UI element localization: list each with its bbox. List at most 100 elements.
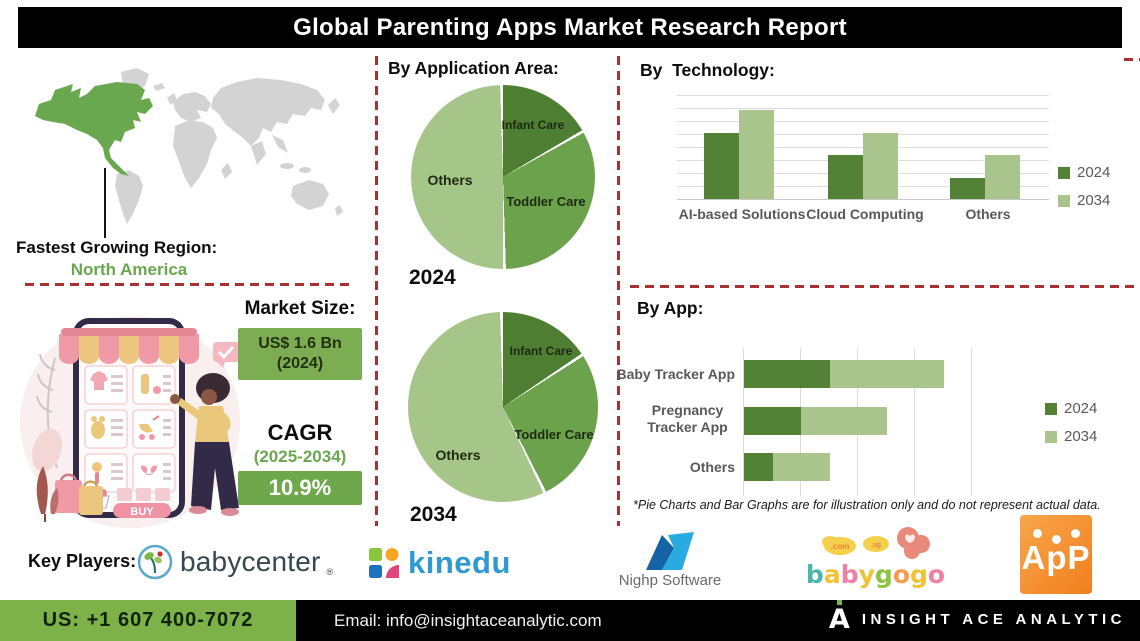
insight-ace-brand-name: INSIGHT ACE ANALYTIC [861,611,1126,628]
pie-chart-2024-labels: Infant Care Toddler Care Others [411,85,595,269]
segment-2024-others [744,453,773,481]
legend-swatch-2034 [1058,194,1070,207]
divider-horizontal-left [25,283,355,286]
bar-2024-ai [704,133,739,199]
segment-2034-others [773,453,830,481]
babycenter-registered-mark: ® [326,567,334,577]
legend-item-2034: 2034 [1045,428,1097,445]
nighp-icon [646,532,694,570]
kinedu-icon [369,548,399,578]
bar-2024-others [950,178,985,199]
babygogo-cloud1-text: .com [831,542,850,551]
logo-app: ApP [1020,515,1092,594]
world-map [35,68,343,224]
legend-label-2034: 2034 [1077,192,1111,209]
bar-2034-others [985,155,1020,199]
legend-item-2034: 2034 [1058,192,1110,209]
product-cards [84,365,176,493]
tech-bars-cloud [828,133,898,199]
section-heading-application: By Application Area: [388,58,559,78]
check-bubble-icon [213,342,240,368]
shopping-bags [55,473,103,515]
footer-email: Email: info@insightaceanalytic.com [334,611,602,630]
legend-swatch-2034 [1045,430,1057,443]
market-size-year: (2024) [276,355,324,372]
pie-chart-2034-labels: Infant Care Toddler Care Others [408,312,598,502]
babycenter-wordmark: babycenter [180,546,321,577]
bar-2034-ai [739,110,774,199]
tech-category-ai: AI-based Solutions [678,206,806,222]
shopping-illustration: BUY [20,316,240,528]
footer-email-section: Email: info@insightaceanalytic.com A INS… [296,600,1140,641]
pie2-label-toddler-care: Toddler Care [514,427,594,442]
logo-babycenter: babycenter ® [136,543,333,581]
pie2-label-infant-care: Infant Care [509,344,573,358]
map-pointer-line [104,168,106,238]
kinedu-wordmark: kinedu [408,545,511,580]
app-category-pregnancy-tracker: Pregnancy Tracker App [647,402,728,435]
tech-bars-others [950,155,1020,199]
fastest-growing-region: Fastest Growing Region: North America [16,238,242,280]
cagr-period: (2025-2034) [253,447,347,466]
segment-2034-pregnancy [801,407,887,435]
bar-2024-cloud [828,155,863,199]
section-heading-technology: By Technology: [640,60,775,80]
market-size-block: Market Size: US$ 1.6 Bn (2024) CAGR (202… [238,298,362,505]
nighp-wordmark: Nighp Software [618,572,722,589]
map-north-america-highlight [35,82,153,176]
key-players-label: Key Players: [28,551,137,571]
region-value: North America [70,260,188,279]
technology-bar-chart [677,95,1049,200]
technology-legend: 2024 2034 [1058,164,1110,220]
market-size-value: US$ 1.6 Bn [258,335,342,352]
legend-swatch-2024 [1045,402,1057,415]
logo-nighp-software: Nighp Software [600,528,740,589]
pie-chart-2034 [408,312,598,502]
pie-chart-2024 [411,85,595,269]
market-size-label: Market Size: [244,298,356,319]
babygogo-heart-icon [897,527,930,559]
buy-label: BUY [130,506,154,518]
plant-decoration [36,466,59,522]
babycenter-icon [137,544,173,580]
legend-item-2024: 2024 [1058,164,1110,181]
app-logo-dot-3 [1071,529,1080,538]
pie1-label-toddler-care: Toddler Care [506,194,586,209]
app-bar-pregnancy-tracker [744,407,887,435]
tech-category-others: Others [965,206,1011,222]
cagr-label: CAGR [267,420,333,445]
legend-label-2024: 2024 [1064,400,1098,417]
person-figure [170,373,239,516]
pie1-label-infant-care: Infant Care [501,118,565,132]
tech-category-cloud: Cloud Computing [806,206,924,222]
pie1-label-others: Others [427,172,473,188]
app-logo-text: ApP [1021,539,1091,576]
babygogo-icon: .com .sg [822,527,930,559]
segment-2024-baby [744,360,830,388]
section-heading-app: By App: [637,298,704,318]
disclaimer-footnote: *Pie Charts and Bar Graphs are for illus… [633,498,1101,512]
report-title-bar: Global Parenting Apps Market Research Re… [18,7,1122,48]
cagr-value: 10.9% [268,475,332,500]
awning [59,328,199,364]
footer-phone: US: +1 607 400-7072 [42,609,254,631]
pie-year-2024: 2024 [409,266,456,289]
app-logo-dot-1 [1033,529,1042,538]
segment-2034-baby [830,360,944,388]
map-continents-gray [115,68,343,224]
divider-vertical-left [375,56,378,526]
app-bar-baby-tracker [744,360,944,388]
legend-item-2024: 2024 [1045,400,1097,417]
legend-label-2034: 2034 [1064,428,1098,445]
divider-horizontal-right [630,285,1135,288]
insight-ace-logo-icon: A [829,600,850,633]
buy-button: BUY [113,503,171,518]
app-bar-chart [743,348,975,496]
segment-2024-pregnancy [744,407,801,435]
report-title: Global Parenting Apps Market Research Re… [293,13,847,41]
market-size-value-box: US$ 1.6 Bn (2024) [238,328,362,380]
app-bar-others [744,453,830,481]
